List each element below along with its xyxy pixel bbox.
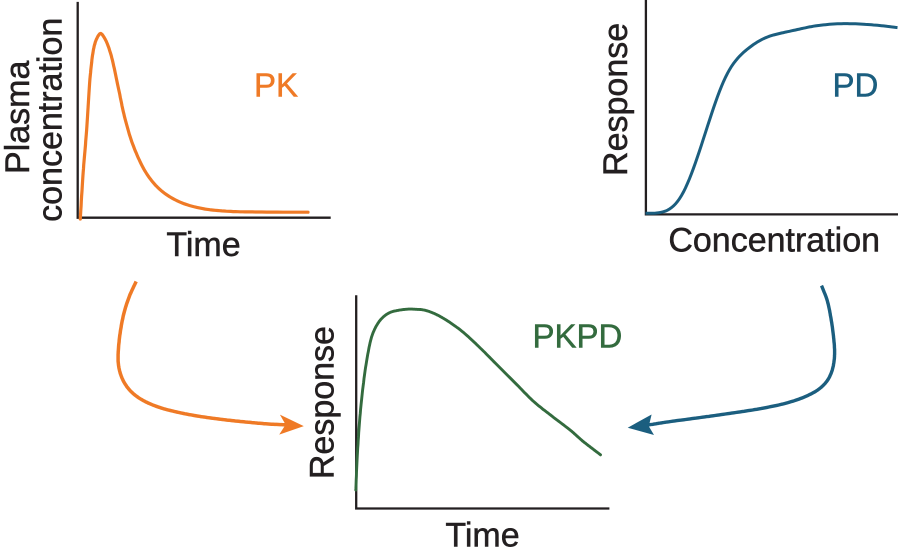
svg-text:Time: Time — [166, 226, 240, 264]
svg-text:Concentration: Concentration — [668, 222, 880, 260]
svg-text:PD: PD — [832, 67, 878, 104]
svg-text:PKPD: PKPD — [532, 317, 622, 354]
svg-text:PK: PK — [254, 67, 298, 104]
svg-text:Time: Time — [445, 516, 519, 554]
svg-text:Response: Response — [303, 326, 341, 479]
svg-text:Plasma: Plasma — [0, 61, 37, 174]
svg-text:Response: Response — [597, 23, 635, 176]
svg-text:concentration: concentration — [32, 18, 70, 222]
